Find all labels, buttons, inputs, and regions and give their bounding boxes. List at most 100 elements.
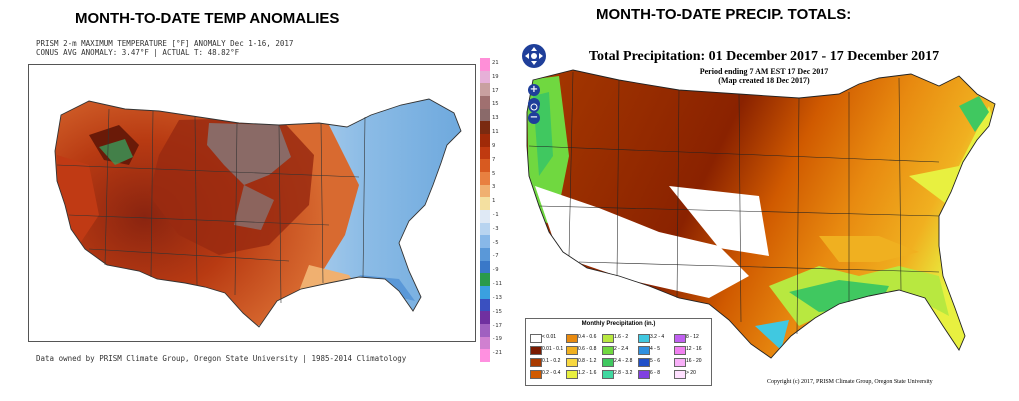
precip-legend-item: 16 - 20 (674, 357, 718, 367)
precip-legend-label: 0.6 - 0.8 (578, 346, 597, 352)
precip-legend-item: 2.8 - 3.2 (602, 369, 646, 379)
colorbar-segment (480, 248, 490, 262)
zoom-target-svg (528, 101, 540, 113)
precip-legend-label: 6 - 8 (650, 370, 661, 376)
colorbar-tick-label: 15 (492, 101, 499, 108)
precip-legend-label: 2 - 2.4 (614, 346, 629, 352)
colorbar-segment (480, 96, 490, 110)
precip-legend-label: 0.8 - 1.2 (578, 358, 597, 364)
colorbar-segment (480, 121, 490, 135)
precip-legend-label: 5 - 6 (650, 358, 661, 364)
precip-legend-title: Monthly Precipitation (in.) (581, 321, 656, 327)
precip-legend-swatch (530, 334, 542, 343)
colorbar-segment (480, 108, 490, 122)
temp-anomaly-map-svg (54, 98, 462, 328)
precip-legend-label: 16 - 20 (686, 358, 702, 364)
precip-legend-swatch (566, 346, 578, 355)
colorbar-segment (480, 146, 490, 160)
precip-legend-swatch (638, 346, 650, 355)
colorbar-tick-label: 3 (492, 184, 496, 191)
precip-legend-label: 0.2 - 0.4 (542, 370, 561, 376)
precip-legend-item: 2.4 - 2.8 (602, 357, 646, 367)
zoom-target-icon[interactable] (528, 98, 540, 113)
temp-map-header: PRISM 2-m MAXIMUM TEMPERATURE [°F] ANOMA… (36, 39, 293, 57)
precip-legend-item: 8 - 12 (674, 333, 718, 343)
colorbar-segment (480, 336, 490, 350)
temp-colorbar: 21 19 17 15 13 11 9 7 5 3 1 -1 -3 -5 -7 -9 -11 -13 -15 -17 -… (480, 58, 502, 363)
colorbar-tick-label: -5 (492, 239, 499, 246)
colorbar-segment (480, 197, 490, 211)
precip-legend-label: 0.1 - 0.2 (542, 358, 561, 364)
precip-map: Total Precipitation: 01 December 2017 - … (526, 49, 996, 359)
colorbar-segment (480, 260, 490, 274)
temp-anomaly-panel: PRISM 2-m MAXIMUM TEMPERATURE [°F] ANOMA… (22, 34, 506, 374)
colorbar-tick-label: 7 (492, 156, 496, 163)
colorbar-segment (480, 311, 490, 325)
precip-legend-item: 0.1 - 0.2 (530, 357, 574, 367)
precip-legend-swatch (638, 358, 650, 367)
colorbar-segment (480, 134, 490, 148)
precip-legend-swatch (530, 370, 542, 379)
precip-legend-swatch (602, 346, 614, 355)
colorbar-tick-label: -9 (492, 267, 499, 274)
colorbar-tick-label: 11 (492, 129, 499, 136)
precip-map-title: Total Precipitation: 01 December 2017 - … (589, 49, 939, 64)
colorbar-tick-label: -7 (492, 253, 499, 260)
colorbar-segment (480, 286, 490, 300)
precip-legend-label: < 0.01 (542, 334, 557, 340)
precip-legend-swatch (566, 334, 578, 343)
colorbar-tick-label: -1 (492, 212, 499, 218)
zoom-in-icon[interactable]: + (528, 84, 540, 96)
precip-legend-swatch (602, 370, 614, 379)
precip-legend-label: 4 - 5 (650, 346, 661, 352)
precip-legend-item: 0.4 - 0.6 (566, 333, 610, 343)
precip-state-lines (526, 69, 996, 359)
colorbar-segment (480, 184, 490, 198)
precip-legend-label: 3.2 - 4 (650, 334, 665, 340)
colorbar-segment (480, 298, 490, 312)
right-panel-title: MONTH-TO-DATE PRECIP. TOTALS: (596, 6, 852, 23)
colorbar-segment (480, 83, 490, 97)
precip-copyright: Copyright (c) 2017, PRISM Climate Group,… (767, 379, 933, 385)
precip-legend-item: 5 - 6 (638, 357, 682, 367)
precip-legend-label: 1.6 - 2 (614, 334, 629, 340)
colorbar-segment (480, 172, 490, 186)
precip-legend-item: 3.2 - 4 (638, 333, 682, 343)
colorbar-tick-label: -11 (492, 281, 502, 288)
precip-legend-swatch (566, 358, 578, 367)
pan-arrows-svg (523, 45, 545, 67)
precip-legend-swatch (530, 358, 542, 367)
colorbar-tick-label: -13 (492, 294, 502, 301)
left-panel-title: MONTH-TO-DATE TEMP ANOMALIES (75, 10, 340, 27)
colorbar-segment (480, 235, 490, 249)
precip-legend-swatch (602, 334, 614, 343)
precip-legend-item: 12 - 16 (674, 345, 718, 355)
map-navigation: + − (522, 44, 546, 124)
precip-map-subtitle-created: (Map created 18 Dec 2017) (718, 76, 810, 85)
precip-legend-swatch (566, 370, 578, 379)
precip-legend-item: > 20 (674, 369, 718, 379)
temp-map-header-line2: CONUS AVG ANOMALY: 3.47°F | ACTUAL T: 48… (36, 48, 240, 57)
colorbar-tick-label: 13 (492, 115, 499, 122)
pan-icon[interactable] (522, 44, 546, 68)
precip-legend-item: 1.6 - 2 (602, 333, 646, 343)
colorbar-tick-label: -17 (492, 322, 502, 329)
colorbar-tick-label: -15 (492, 308, 502, 315)
precip-legend-swatch (602, 358, 614, 367)
precip-legend-swatch (674, 358, 686, 367)
colorbar-segment (480, 273, 490, 287)
colorbar-segment (480, 210, 490, 224)
precip-legend-label: 8 - 12 (686, 334, 699, 340)
precip-legend-label: 2.8 - 3.2 (614, 370, 633, 376)
zoom-out-icon[interactable]: − (528, 112, 540, 124)
temp-anomaly-fill (55, 99, 461, 327)
precip-legend-swatch (638, 370, 650, 379)
precip-legend-item: 0.8 - 1.2 (566, 357, 610, 367)
precip-legend-item: 6 - 8 (638, 369, 682, 379)
precip-legend-item: 2 - 2.4 (602, 345, 646, 355)
precip-legend-swatch (674, 334, 686, 343)
precip-legend-swatch (638, 334, 650, 343)
precip-legend-swatch (530, 346, 542, 355)
colorbar-tick-label: 17 (492, 87, 499, 94)
precip-legend-label: 0.01 - 0.1 (542, 346, 564, 352)
